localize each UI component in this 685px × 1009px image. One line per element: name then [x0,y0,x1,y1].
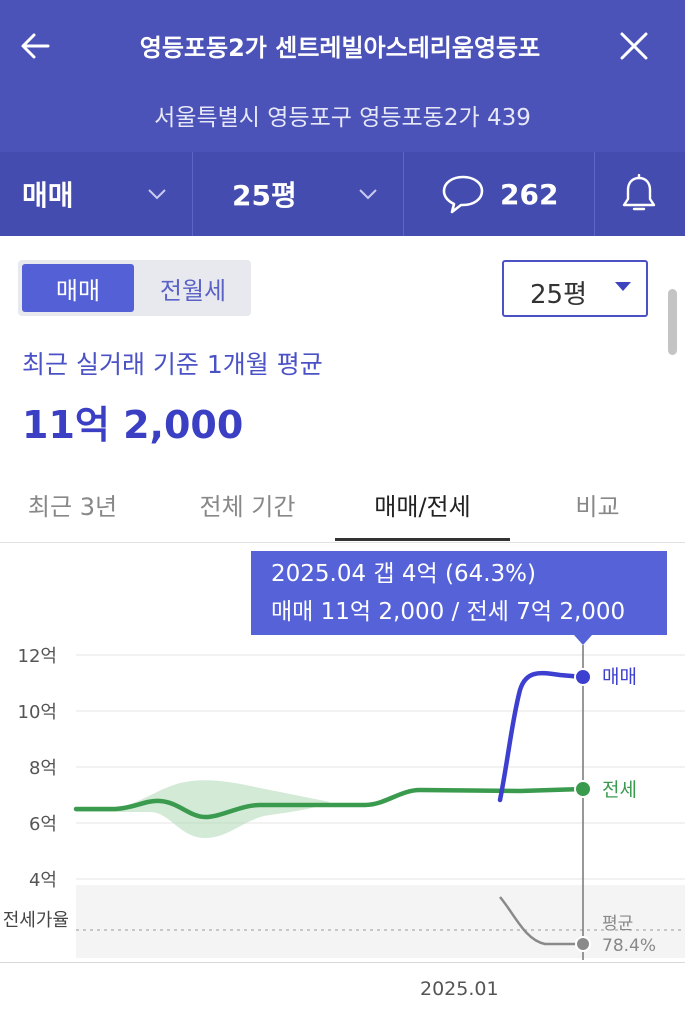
jeonse-end-point [574,780,592,798]
sale-series-label: 매매 [602,666,637,688]
y-tick-label: 10억 [18,702,57,723]
divider [192,152,193,236]
chevron-down-icon [359,189,377,200]
tooltip-arrow [574,635,592,645]
area-dropdown[interactable]: 25평 [232,152,402,236]
sale-series-line [497,670,586,803]
segment-rent[interactable]: 전월세 [159,276,227,305]
tooltip-prices: 매매 11억 2,000 / 전세 7억 2,000 [271,599,626,625]
jeonse-series-label: 전세 [602,779,637,801]
bell-icon [622,174,656,211]
divider [403,152,404,236]
y-tick-label: 6억 [29,814,57,835]
tab-compare[interactable]: 비교 [575,492,620,521]
ratio-avg-value: 78.4% [602,936,656,956]
x-axis-line [0,962,685,963]
period-tabs: 최근 3년 전체 기간 매매/전세 비교 [0,466,685,543]
divider [594,152,595,236]
tooltip-gap: 2025.04 갭 4억 (64.3%) [271,561,537,587]
sale-end-point [574,668,592,686]
average-label: 최근 실거래 기준 1개월 평균 [22,350,323,379]
scrollbar[interactable] [668,289,677,355]
trade-type-label: 매매 [22,179,74,212]
alert-button[interactable] [620,152,660,236]
trade-type-dropdown[interactable]: 매매 [22,152,192,236]
ratio-axis-label: 전세가율 [3,910,69,931]
active-tab-indicator [335,538,510,541]
average-price: 11억 2,000 [22,403,244,447]
jeonse-series-line [73,786,586,820]
header-bar: 영등포동2가 센트레빌아스테리움영등포 서울특별시 영등포구 영등포동2가 43… [0,0,685,236]
x-tick-label: 2025.01 [420,978,499,1000]
chart-tooltip: 2025.04 갭 4억 (64.3%) 매매 11억 2,000 / 전세 7… [251,551,667,635]
tab-recent-3y[interactable]: 최근 3년 [27,492,118,521]
filter-bar: 매매 25평 262 [0,152,685,236]
trade-segment-control: 매매 전월세 [18,260,251,316]
page-title: 영등포동2가 센트레빌아스테리움영등포 [139,34,541,62]
price-chart[interactable]: 12억 10억 8억 6억 4억 전세가율 매매 전세 평균 78.4% [0,640,685,962]
tab-all-period[interactable]: 전체 기간 [199,492,296,521]
back-arrow-icon[interactable] [16,24,60,68]
address-text: 서울특별시 영등포구 영등포동2가 439 [154,105,531,131]
area-select[interactable]: 25평 [502,260,648,317]
area-select-value: 25평 [530,280,588,310]
caret-down-icon [615,282,631,291]
segment-sale[interactable]: 매매 [22,264,134,312]
y-tick-label: 4억 [29,870,57,891]
comments-button[interactable]: 262 [440,152,590,236]
ratio-panel [76,885,685,958]
y-tick-label: 12억 [18,646,57,667]
ratio-series-line [499,896,583,946]
area-label: 25평 [232,179,297,212]
ratio-end-point [575,936,591,952]
tab-sale-jeonse[interactable]: 매매/전세 [374,492,471,521]
ratio-avg-label: 평균 [602,914,633,934]
y-tick-label: 8억 [29,758,57,779]
close-icon[interactable] [612,24,656,68]
jeonse-range-band [76,780,330,838]
chevron-down-icon [148,189,166,200]
comment-count: 262 [500,177,559,211]
chat-bubble-icon [442,175,484,214]
